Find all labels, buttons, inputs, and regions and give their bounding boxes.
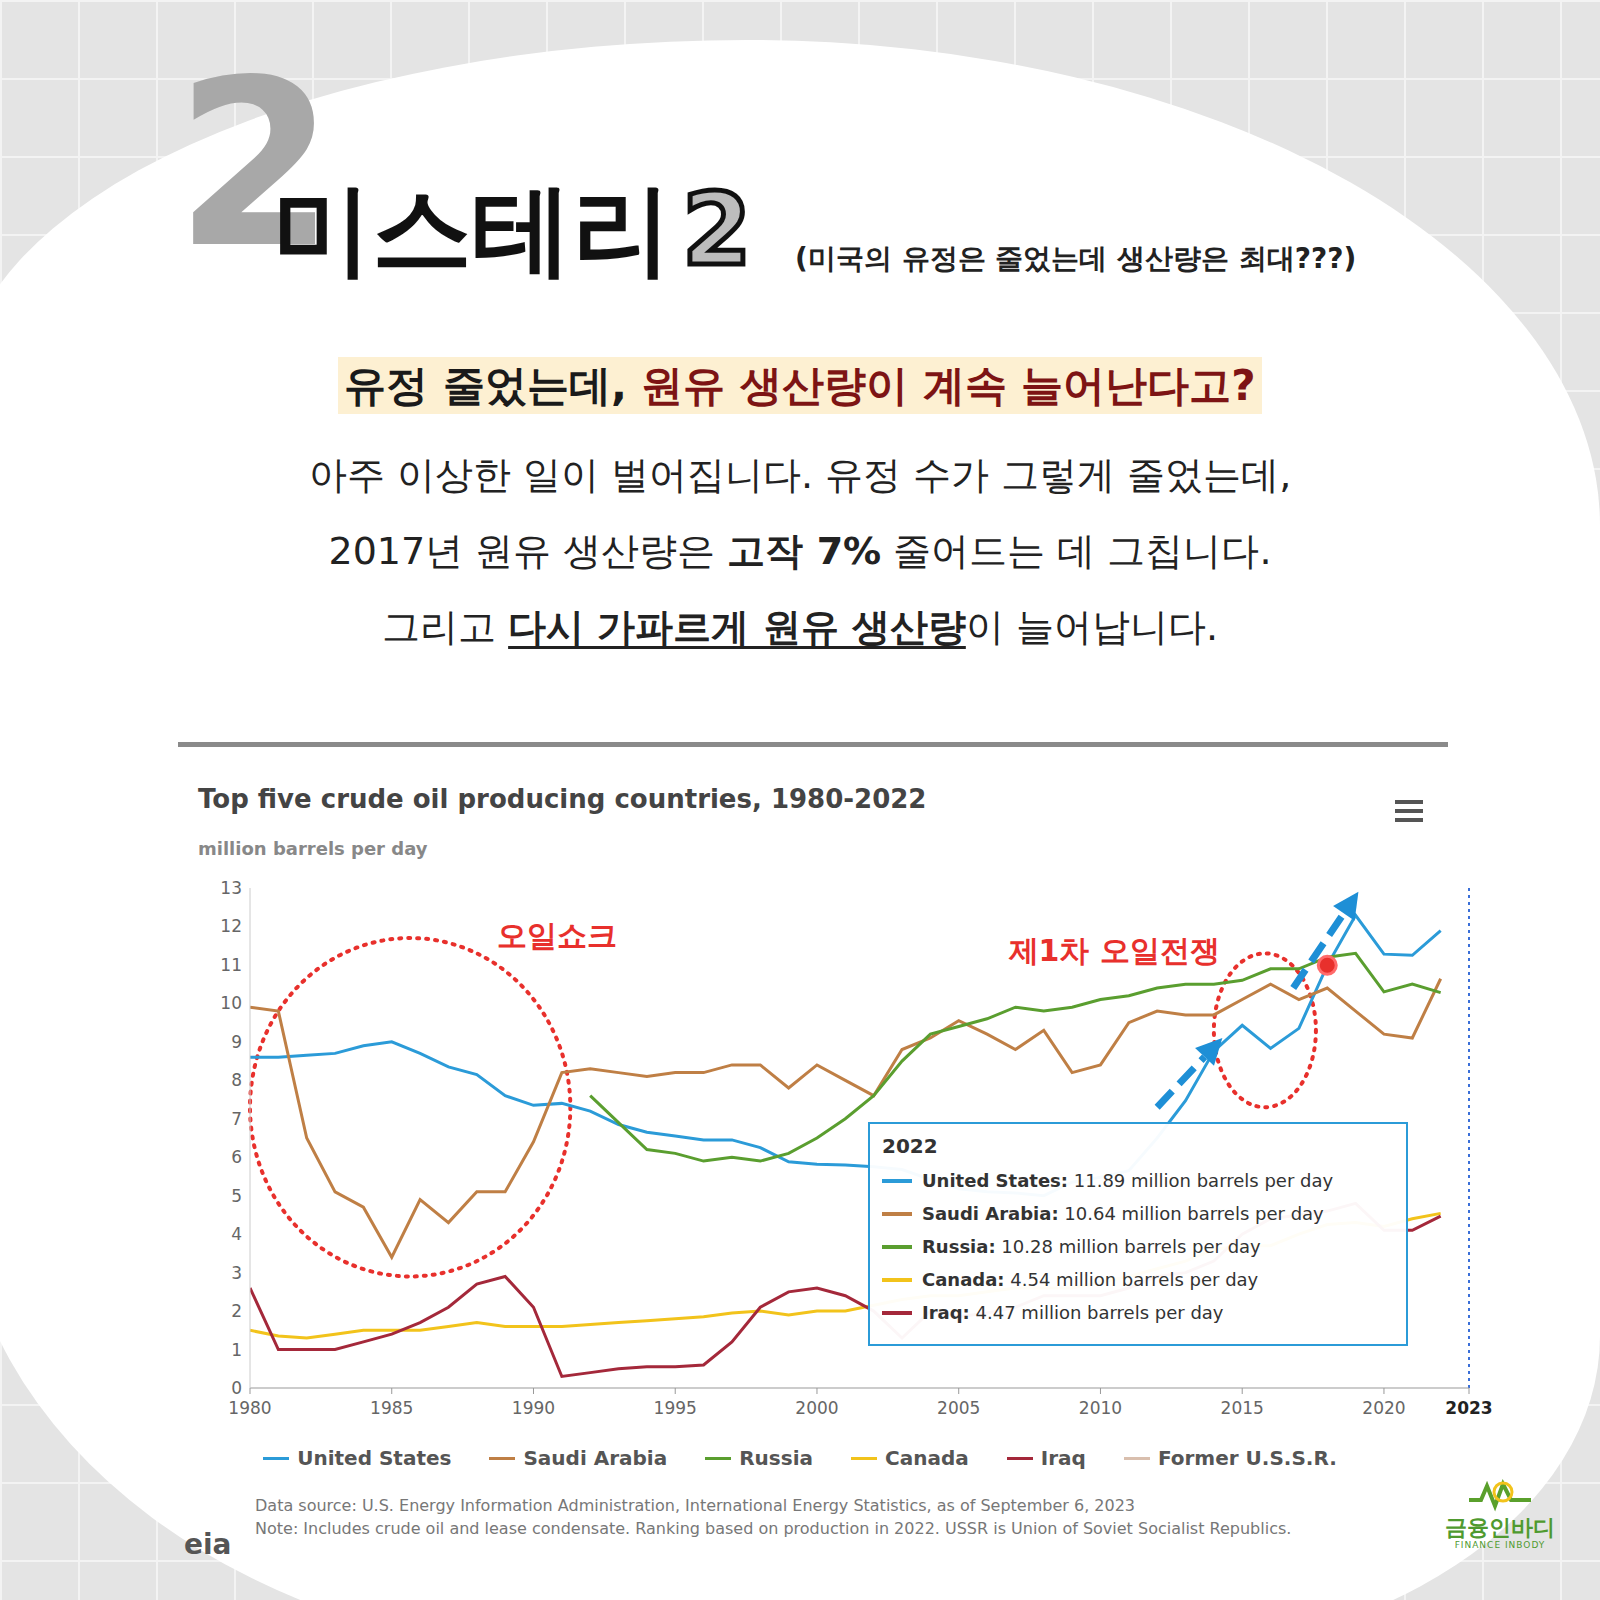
svg-text:1: 1 [231,1340,242,1360]
html-text:금융인바디: 금융인바디 [1445,1515,1555,1540]
html-text:Former U.S.S.R.: Former U.S.S.R. [1157,1446,1337,1470]
html-text:Russia: 10.28 million barrels: Russia: 10.28 million barrels per day [922,1236,1261,1257]
svg-text:0: 0 [231,1378,242,1398]
html-text:Canada: Canada [885,1446,969,1470]
html-text:2: 2 [175,31,335,298]
svg-text:2023: 2023 [1445,1398,1492,1418]
html-text:United States: United States [297,1446,452,1470]
svg-text:2020: 2020 [1362,1398,1405,1418]
svg-text:13: 13 [220,878,242,898]
html-text:United States: 11.89 million b: United States: 11.89 million barrels per… [922,1170,1334,1191]
html-text:Note: Includes crude oil and l: Note: Includes crude oil and lease conde… [255,1519,1292,1538]
svg-text:제1차 오일전쟁: 제1차 오일전쟁 [1008,933,1220,968]
html-text:그리고다시 가파르게 원유 생산량이 늘어납니다.: 그리고다시 가파르게 원유 생산량이 늘어납니다. [382,605,1218,649]
svg-text:10: 10 [220,993,242,1013]
html-text:Data source: U.S. Energy Infor: Data source: U.S. Energy Information Adm… [255,1496,1135,1515]
svg-text:1990: 1990 [512,1398,555,1418]
html-text:Saudi Arabia: Saudi Arabia [523,1446,668,1470]
html-text:eia: eia [184,1528,232,1561]
svg-text:2010: 2010 [1079,1398,1122,1418]
svg-text:2015: 2015 [1221,1398,1264,1418]
html-text:FINANCE INBODY: FINANCE INBODY [1454,1540,1546,1551]
svg-text:7: 7 [231,1109,242,1129]
html-text:Saudi Arabia: 10.64 million ba: Saudi Arabia: 10.64 million barrels per … [922,1203,1324,1224]
svg-text:12: 12 [220,916,242,936]
html-text:유정 줄었는데, 원유 생산량이 계속 늘어난다고?: 유정 줄었는데, 원유 생산량이 계속 늘어난다고? [344,361,1256,410]
html-text:(미국의 유정은 줄었는데 생산량은 최대???): (미국의 유정은 줄었는데 생산량은 최대???) [795,242,1357,275]
html-text:2022: 2022 [882,1134,938,1158]
svg-text:2: 2 [231,1301,242,1321]
svg-text:4: 4 [231,1224,242,1244]
svg-text:오일쇼크: 오일쇼크 [497,918,617,953]
html-text:아주 이상한 일이 벌어집니다. 유정 수가 그렇게 줄었는: 아주 이상한 일이 벌어집니다. 유정 수가 그렇게 줄었는데, [308,453,1292,497]
svg-text:2000: 2000 [795,1398,838,1418]
svg-text:1995: 1995 [654,1398,697,1418]
svg-text:3: 3 [231,1263,242,1283]
html-text:Top five crude oil producing c: Top five crude oil producing countries, … [198,784,927,814]
html-text:Iraq: Iraq [1040,1446,1086,1470]
svg-text:5: 5 [231,1186,242,1206]
svg-text:8: 8 [231,1070,242,1090]
svg-text:1980: 1980 [228,1398,271,1418]
html-text:미스테리2: 미스테리2 [272,171,752,288]
svg-text:11: 11 [220,955,242,975]
svg-text:2005: 2005 [937,1398,980,1418]
svg-text:9: 9 [231,1032,242,1052]
html-text:Iraq: 4.47 million barrels per: Iraq: 4.47 million barrels per day [922,1302,1224,1323]
html-text:2017년 원유 생산량은고작 7%줄어드는 데 그칩니다.: 2017년 원유 생산량은고작 7%줄어드는 데 그칩니다. [328,529,1272,573]
html-text:million barrels per day: million barrels per day [198,838,428,859]
html-text:Russia: Russia [739,1446,813,1470]
svg-text:1985: 1985 [370,1398,413,1418]
svg-text:6: 6 [231,1147,242,1167]
html-text:Canada: 4.54 million barrels p: Canada: 4.54 million barrels per day [922,1269,1259,1290]
